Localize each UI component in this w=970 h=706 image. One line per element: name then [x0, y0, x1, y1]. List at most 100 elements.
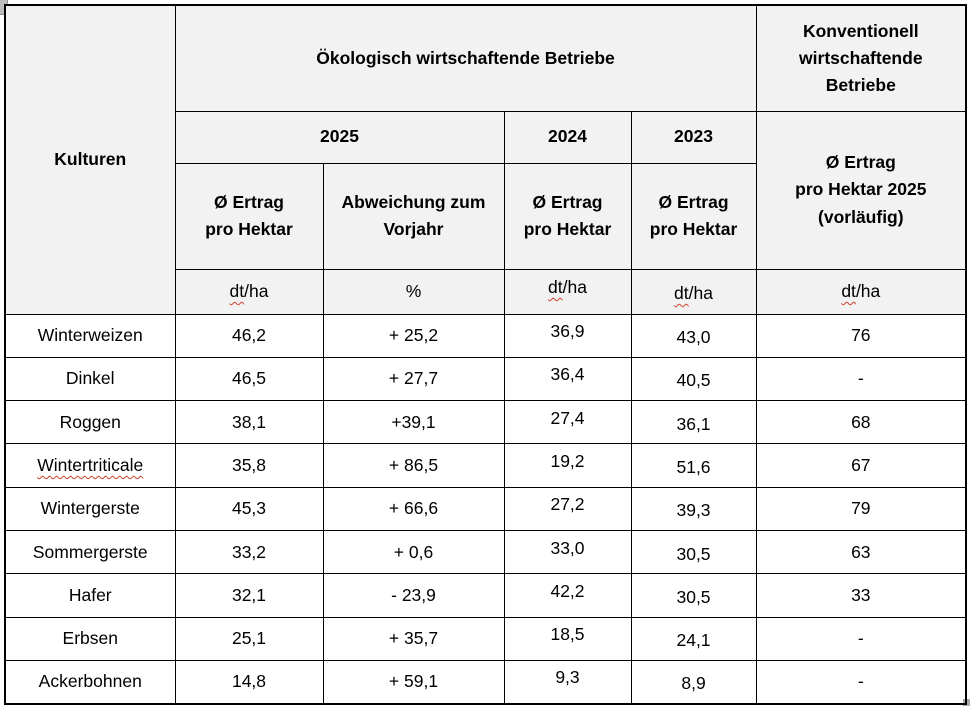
ertrag-2023-cell: 43,0 [630, 313, 757, 358]
unit-ha-text: /ha [855, 281, 881, 301]
table-row: Sommergerste 33,2 + 0,6 33,0 30,5 63 [4, 529, 967, 575]
ertrag-2024-cell: 33,0 [503, 529, 632, 575]
kultur-cell: Wintertriticale [4, 443, 176, 488]
ertrag-2024-cell: 42,2 [503, 573, 632, 618]
year-2025-header-cell: 2025 [174, 110, 505, 164]
kultur-cell: Sommergerste [4, 529, 176, 575]
abweichung-cell: + 86,5 [322, 443, 505, 488]
ertrag-2024-cell: 36,4 [503, 356, 632, 402]
unit-ertrag-2025-cell: dt/ha [174, 268, 324, 315]
eco-group-header-cell: Ökologisch wirtschaftende Betriebe [174, 4, 757, 112]
abweichung-cell: + 27,7 [322, 356, 505, 402]
abweichung-cell: +39,1 [322, 400, 505, 445]
abweichung-cell: + 66,6 [322, 486, 505, 531]
ertrag-2025-cell: 38,1 [174, 400, 324, 445]
ertrag-2025-cell: 35,8 [174, 443, 324, 488]
kultur-cell: Erbsen [4, 616, 176, 661]
ertrag-2025-header-cell: Ø Ertrag pro Hektar [174, 162, 324, 270]
konv-ertrag-cell: - [755, 356, 967, 402]
ertrag-2024-cell: 18,5 [503, 616, 632, 661]
kultur-name-text: Sommergerste [32, 541, 148, 562]
konv-ertrag-cell: - [755, 616, 967, 661]
kultur-cell: Roggen [4, 400, 176, 445]
konv-ertrag-cell: 67 [755, 443, 967, 488]
unit-ertrag-2024-cell: dt/ha [503, 268, 632, 315]
unit-dt-text: dt [674, 283, 689, 303]
konv-ertrag-cell: 76 [755, 313, 967, 358]
kultur-name-text: Winterweizen [37, 325, 143, 346]
ertrag-2025-cell: 33,2 [174, 529, 324, 575]
table-row: Wintergerste 45,3 + 66,6 27,2 39,3 79 [4, 486, 967, 531]
table-row: Ackerbohnen 14,8 + 59,1 9,3 8,9 - [4, 659, 967, 705]
konv-ertrag-cell: 33 [755, 573, 967, 618]
kultur-name-text: Dinkel [65, 368, 115, 389]
unit-dt-text: dt [229, 281, 245, 301]
kultur-cell: Hafer [4, 573, 176, 618]
unit-ha-text: /ha [244, 281, 269, 301]
konv-ertrag-cell: 68 [755, 400, 967, 445]
ertrag-2023-cell: 36,1 [630, 400, 757, 445]
header-row-groups: Kulturen Ökologisch wirtschaftende Betri… [4, 4, 967, 315]
ertrag-2025-cell: 14,8 [174, 659, 324, 705]
yield-table: Kulturen Ökologisch wirtschaftende Betri… [4, 4, 968, 705]
konv-ertrag-cell: 63 [755, 529, 967, 575]
abweichung-cell: - 23,9 [322, 573, 505, 618]
abweichung-header-cell: Abweichung zum Vorjahr [322, 162, 505, 270]
unit-abweichung-cell: % [322, 268, 505, 315]
kultur-cell: Wintergerste [4, 486, 176, 531]
table-row: Roggen 38,1 +39,1 27,4 36,1 68 [4, 400, 967, 445]
ertrag-2024-cell: 27,4 [503, 400, 632, 445]
header-row-units: dt/ha % dt/ha dt/ha dt/ha [5, 268, 967, 315]
ertrag-2023-cell: 40,5 [630, 356, 757, 402]
kultur-name-text: Wintergerste [40, 498, 140, 519]
ertrag-2024-cell: 27,2 [503, 486, 632, 531]
kultur-cell: Ackerbohnen [4, 659, 176, 705]
table-row: Winterweizen 46,2 + 25,2 36,9 43,0 76 [4, 313, 967, 358]
abweichung-cell: + 0,6 [322, 529, 505, 575]
table-row: Dinkel 46,5 + 27,7 36,4 40,5 - [4, 356, 967, 402]
unit-ertrag-2023-cell: dt/ha [630, 268, 757, 315]
ertrag-2024-cell: 9,3 [503, 659, 632, 705]
abweichung-cell: + 25,2 [322, 313, 505, 358]
header-row-measures: Ø Ertrag pro Hektar Abweichung zum Vorja… [5, 162, 966, 270]
ertrag-2025-cell: 32,1 [174, 573, 324, 618]
unit-konv-cell: dt/ha [755, 268, 967, 315]
ertrag-2025-cell: 45,3 [174, 486, 324, 531]
ertrag-2023-cell: 30,5 [630, 573, 757, 618]
kultur-name-text: Erbsen [62, 628, 118, 649]
ertrag-2023-cell: 8,9 [630, 659, 757, 705]
ertrag-2024-cell: 36,9 [503, 313, 632, 358]
unit-percent-text: % [405, 281, 422, 301]
kultur-name-text: Ackerbohnen [38, 671, 142, 692]
kultur-cell: Dinkel [4, 356, 176, 402]
abweichung-cell: + 35,7 [322, 616, 505, 661]
year-2023-header-cell: 2023 [630, 110, 757, 164]
ertrag-2025-cell: 46,5 [174, 356, 324, 402]
ertrag-2023-cell: 30,5 [630, 529, 757, 575]
year-2024-header-cell: 2024 [503, 110, 632, 164]
ertrag-2023-cell: 39,3 [630, 486, 757, 531]
ertrag-2024-header-cell: Ø Ertrag pro Hektar [503, 162, 632, 270]
kultur-name-text: Hafer [68, 584, 112, 605]
kultur-name-text: Wintertriticale [37, 455, 144, 476]
ertrag-2025-cell: 25,1 [174, 616, 324, 661]
unit-ha-text: /ha [688, 283, 713, 303]
table-row: Wintertriticale 35,8 + 86,5 19,2 51,6 67 [4, 443, 967, 488]
ertrag-2025-cell: 46,2 [174, 313, 324, 358]
kultur-cell: Winterweizen [4, 313, 176, 358]
ertrag-2024-cell: 19,2 [503, 443, 632, 488]
unit-dt-text: dt [841, 281, 856, 301]
konv-ertrag-cell: 79 [755, 486, 967, 531]
unit-dt-text: dt [548, 277, 563, 297]
abweichung-cell: + 59,1 [322, 659, 505, 705]
table-row: Erbsen 25,1 + 35,7 18,5 24,1 - [4, 616, 967, 661]
kulturen-header-cell: Kulturen [4, 4, 176, 315]
kultur-name-text: Roggen [59, 411, 121, 432]
konv-ertrag-header-cell: Ø Ertrag pro Hektar 2025 (vorläufig) [755, 110, 967, 270]
konv-ertrag-cell: - [755, 659, 967, 705]
ertrag-2023-header-cell: Ø Ertrag pro Hektar [630, 162, 757, 270]
unit-ha-text: /ha [562, 277, 587, 297]
konv-group-header-cell: Konventionell wirtschaftende Betriebe [755, 4, 967, 112]
ertrag-2023-cell: 24,1 [630, 616, 757, 661]
